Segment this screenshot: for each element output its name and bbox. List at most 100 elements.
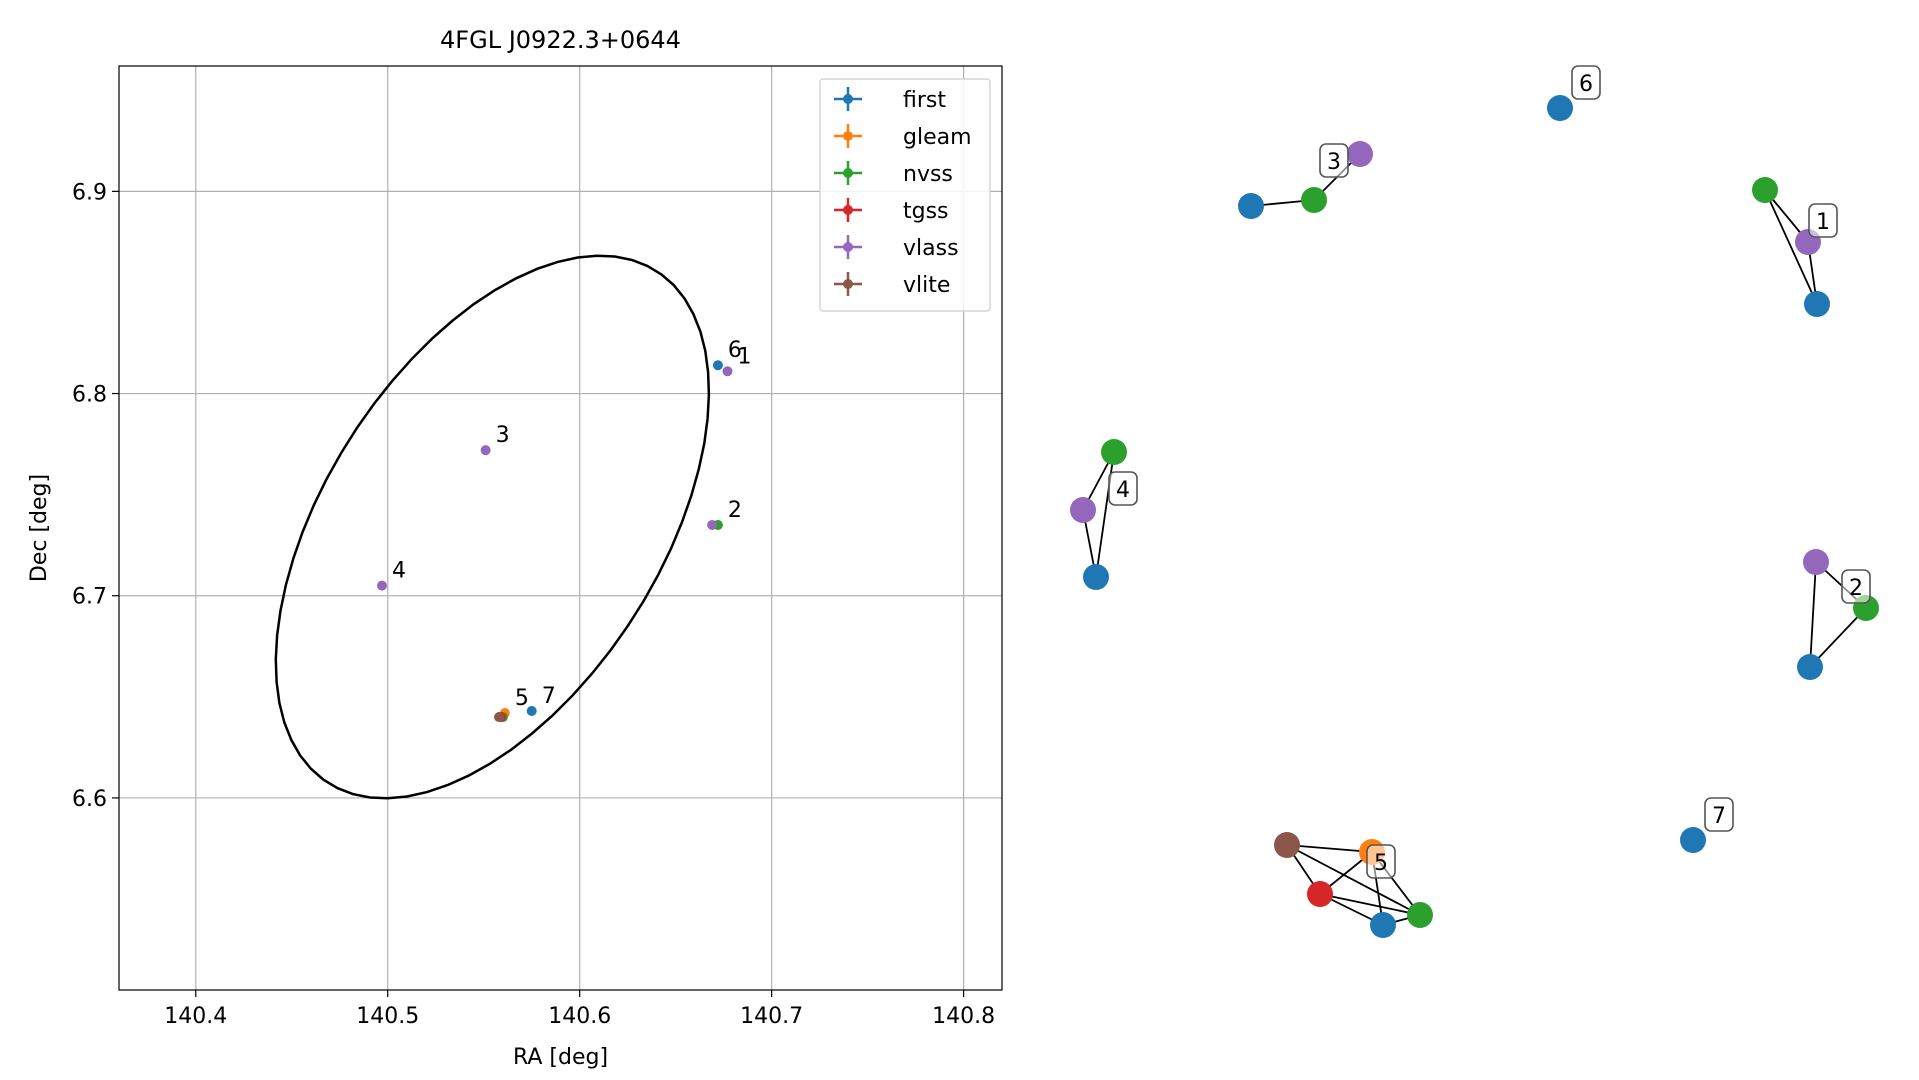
network-label-text: 6 [1579, 72, 1593, 97]
network-node-first [1370, 912, 1396, 938]
network-node-first [1680, 827, 1706, 853]
network-group-label: 6 [1571, 65, 1601, 100]
network-edge [1286, 844, 1421, 916]
network-edge [1286, 844, 1373, 853]
network-label-text: 3 [1327, 150, 1341, 175]
legend-label: nvss [903, 162, 953, 187]
point-vlite [494, 712, 505, 723]
network-nodes [1070, 95, 1879, 938]
network-edge [1809, 607, 1867, 668]
network-label-text: 1 [1816, 210, 1830, 235]
axes-frame [118, 65, 1003, 991]
point-first [712, 360, 723, 371]
network-edge [1319, 893, 1421, 916]
network-node-vlite [1274, 832, 1300, 858]
point-vlass [707, 519, 718, 530]
network-node-vlass [1347, 141, 1373, 167]
network-label-box [1108, 471, 1138, 506]
network-node-vlass [1070, 497, 1096, 523]
x-axis-label: RA [deg] [513, 1045, 608, 1070]
point-first [526, 705, 537, 716]
point-label: 7 [542, 684, 556, 709]
y-tick-label: 6.7 [72, 585, 107, 610]
network-group-label: 3 [1319, 143, 1349, 178]
point-label: 2 [728, 498, 742, 523]
network-edge [1809, 561, 1817, 668]
network-node-first [1083, 564, 1109, 590]
point-vlass [722, 366, 733, 377]
y-axis-label: Dec [deg] [27, 474, 52, 582]
network-group-label: 4 [1108, 471, 1138, 506]
network-label-text: 2 [1849, 576, 1863, 601]
network-label-box [1841, 569, 1871, 604]
network-node-first [1804, 291, 1830, 317]
crossmatch-network: 1 2 3 4 5 6 7 [1070, 65, 1879, 938]
network-group-label: 7 [1704, 797, 1734, 832]
network-node-nvss [1752, 177, 1778, 203]
network-label-box [1366, 844, 1396, 879]
point-label: 6 [728, 338, 742, 363]
network-edge [1095, 451, 1115, 578]
network-label-text: 5 [1374, 851, 1388, 876]
legend-label: vlite [903, 273, 950, 298]
y-tick-label: 6.6 [72, 787, 107, 812]
legend-marker-dot [843, 242, 853, 252]
point-label: 5 [515, 686, 529, 711]
legend-entry-vlite: vlite [834, 272, 950, 298]
legend: first gleam nvss tgss vlass vlite [819, 78, 991, 312]
x-tick-label: 140.7 [740, 1004, 803, 1029]
sky-position-chart: 1 2 3 4 5 6 7 140.4 140.5 140.6 140.7 140.8 6.6 6.7 6… [27, 26, 1003, 1070]
x-tick-label: 140.5 [356, 1004, 419, 1029]
legend-entry-gleam: gleam [834, 124, 972, 150]
network-label-text: 7 [1712, 804, 1726, 829]
network-node-nvss [1101, 439, 1127, 465]
legend-entry-nvss: nvss [834, 161, 953, 187]
legend-marker-dot [843, 205, 853, 215]
network-labels: 1 2 3 4 5 6 7 [1108, 65, 1871, 879]
y-tick-label: 6.8 [72, 383, 107, 408]
chart-title: 4FGL J0922.3+0644 [440, 26, 681, 54]
legend-box [819, 78, 991, 312]
network-node-first [1797, 654, 1823, 680]
x-tick-label: 140.4 [164, 1004, 227, 1029]
network-edges [1082, 153, 1867, 926]
legend-entry-vlass: vlass [834, 235, 959, 261]
network-edge [1764, 189, 1818, 305]
network-node-tgss [1307, 881, 1333, 907]
legend-entry-tgss: tgss [834, 198, 949, 224]
legend-marker-dot [843, 131, 853, 141]
x-tick-label: 140.6 [548, 1004, 611, 1029]
legend-marker-dot [843, 168, 853, 178]
point-annotations: 1 2 3 4 5 6 7 [392, 338, 752, 711]
network-node-vlass [1803, 549, 1829, 575]
legend-label: first [903, 88, 946, 113]
y-tick-label: 6.9 [72, 180, 107, 205]
legend-label: gleam [903, 125, 972, 150]
network-label-box [1571, 65, 1601, 100]
legend-label: tgss [903, 199, 949, 224]
points [376, 360, 733, 723]
network-group-label: 1 [1808, 203, 1838, 238]
network-node-first [1238, 193, 1264, 219]
point-label: 3 [496, 423, 510, 448]
legend-marker-dot [843, 94, 853, 104]
x-tick-label: 140.8 [932, 1004, 995, 1029]
network-node-nvss [1301, 187, 1327, 213]
point-vlass [480, 445, 491, 456]
legend-entry-first: first [834, 87, 946, 113]
network-group-label: 5 [1366, 844, 1396, 879]
legend-label: vlass [903, 236, 959, 261]
network-label-box [1319, 143, 1349, 178]
network-label-box [1808, 203, 1838, 238]
network-node-nvss [1407, 902, 1433, 928]
point-label: 4 [392, 559, 406, 584]
network-node-first [1547, 95, 1573, 121]
error-ellipse [274, 254, 711, 800]
ticks: 140.4 140.5 140.6 140.7 140.8 6.6 6.7 6.8 6.9 [72, 180, 995, 1029]
point-label: 1 [738, 344, 752, 369]
network-group-label: 2 [1841, 569, 1871, 604]
point-vlass [376, 580, 387, 591]
legend-marker-dot [843, 279, 853, 289]
network-label-text: 4 [1116, 478, 1130, 503]
